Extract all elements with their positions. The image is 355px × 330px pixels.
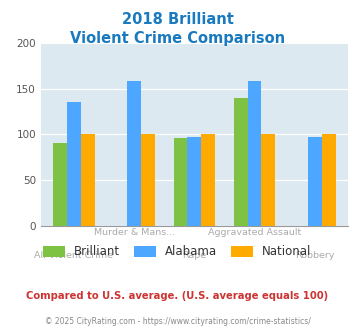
Text: © 2025 CityRating.com - https://www.cityrating.com/crime-statistics/: © 2025 CityRating.com - https://www.city… [45, 317, 310, 326]
Bar [308, 137, 322, 226]
Text: 2018 Brilliant: 2018 Brilliant [121, 12, 234, 26]
Bar [81, 134, 95, 226]
Text: Murder & Mans...: Murder & Mans... [93, 228, 175, 237]
Text: All Violent Crime: All Violent Crime [34, 251, 114, 260]
Bar [141, 134, 155, 226]
Bar [248, 82, 262, 226]
Text: Aggravated Assault: Aggravated Assault [208, 228, 301, 237]
Bar [201, 134, 215, 226]
Text: Rape: Rape [182, 251, 206, 260]
Bar [67, 102, 81, 226]
Bar [234, 98, 248, 226]
Text: Robbery: Robbery [295, 251, 334, 260]
Bar [187, 137, 201, 226]
Bar [262, 134, 275, 226]
Bar [127, 82, 141, 226]
Text: Violent Crime Comparison: Violent Crime Comparison [70, 31, 285, 46]
Bar [53, 143, 67, 226]
Legend: Brilliant, Alabama, National: Brilliant, Alabama, National [39, 241, 316, 263]
Text: Compared to U.S. average. (U.S. average equals 100): Compared to U.S. average. (U.S. average … [26, 291, 329, 301]
Bar [174, 138, 187, 226]
Bar [322, 134, 335, 226]
